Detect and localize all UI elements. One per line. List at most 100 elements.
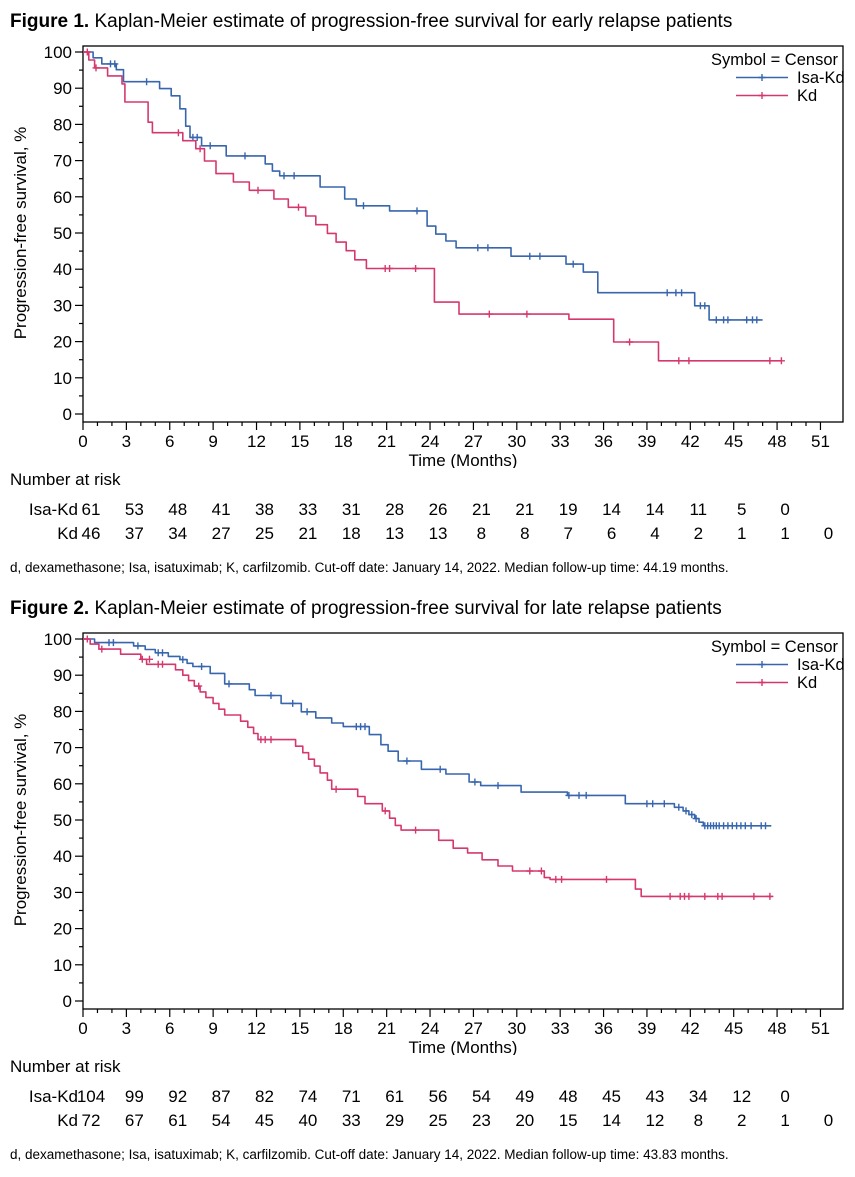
x-tick-label: 21 [377,1019,396,1038]
at-risk-count: 20 [515,1111,534,1130]
plot-box [82,632,844,1010]
at-risk-count: 13 [429,524,448,543]
at-risk-row-label: Isa-Kd [29,500,78,519]
at-risk-count: 99 [125,1087,144,1106]
at-risk-count: 74 [298,1087,317,1106]
y-tick-label: 70 [53,739,72,758]
figure-2-title: Figure 2. Kaplan-Meier estimate of progr… [0,581,855,621]
x-tick-label: 27 [464,432,483,451]
figure-2-block: Figure 2. Kaplan-Meier estimate of progr… [0,581,855,1168]
at-risk-count: 0 [780,500,789,519]
at-risk-count: 8 [694,1111,703,1130]
x-tick-label: 24 [421,432,440,451]
at-risk-count: 53 [125,500,144,519]
x-axis-title: Time (Months) [409,451,518,468]
at-risk-count: 61 [168,1111,187,1130]
at-risk-count: 11 [689,500,707,519]
y-tick-label: 20 [53,920,72,939]
at-risk-count: 25 [429,1111,448,1130]
y-tick-label: 60 [53,775,72,794]
y-tick-label: 0 [63,405,72,424]
at-risk-count: 56 [429,1087,448,1106]
figure-1-footnote: d, dexamethasone; Isa, isatuximab; K, ca… [10,560,729,575]
at-risk-row-label: Kd [57,1111,78,1130]
at-risk-count: 5 [737,500,746,519]
plot-box [82,45,844,423]
series-curve-kd [83,51,782,362]
legend-censor-mark [758,661,766,668]
at-risk-count: 49 [515,1087,534,1106]
y-tick-label: 80 [53,702,72,721]
figure-1-title-text: Kaplan-Meier estimate of progression-fre… [94,11,733,32]
at-risk-row-label: Isa-Kd [29,1087,78,1106]
series-curve-kd [83,638,773,898]
y-tick-label: 90 [53,79,72,98]
x-tick-label: 0 [78,1019,87,1038]
y-tick-label: 50 [53,811,72,830]
at-risk-count: 61 [82,500,101,519]
at-risk-count: 21 [298,524,317,543]
figure-1-block: Figure 1. Kaplan-Meier estimate of progr… [0,0,855,581]
at-risk-count: 38 [255,500,274,519]
x-tick-label: 6 [165,432,174,451]
legend-entry-label: Kd [797,87,817,105]
y-tick-label: 60 [53,188,72,207]
at-risk-row-kd: Kd 46 37 34 27 25 21 18 13 13 8 8 7 6 4 2 1 1 0 [57,524,833,543]
legend-entry-label: Isa-Kd [797,656,845,674]
at-risk-count: 29 [385,1111,404,1130]
censor-marks-kd [83,48,785,365]
x-tick-label: 6 [165,1019,174,1038]
at-risk-count: 34 [168,524,187,543]
figure-2-title-label: Figure 2. [10,598,90,619]
at-risk-count: 54 [212,1111,231,1130]
at-risk-count: 0 [824,524,833,543]
y-tick-label: 30 [53,296,72,315]
at-risk-count: 8 [477,524,486,543]
figure-1-title-label: Figure 1. [10,11,90,32]
x-tick-label: 18 [334,1019,353,1038]
x-tick-label: 48 [768,1019,787,1038]
legend-censor-mark [758,92,766,99]
x-tick-label: 18 [334,432,353,451]
at-risk-count: 45 [602,1087,621,1106]
y-tick-label: 40 [53,847,72,866]
x-tick-label: 51 [811,1019,830,1038]
at-risk-count: 87 [212,1087,231,1106]
at-risk-row-kd: Kd 72 67 61 54 45 40 33 29 25 23 20 15 14 12 8 2 1 0 [57,1111,833,1130]
x-tick-label: 33 [551,432,570,451]
at-risk-count: 21 [515,500,534,519]
y-axis-title: Progression-free survival, % [11,714,30,927]
number-at-risk-heading: Number at risk [10,1057,121,1076]
censor-marks-kd [83,635,774,900]
at-risk-count: 34 [689,1087,708,1106]
y-tick-label: 70 [53,152,72,171]
legend-entry-label: Kd [797,674,817,692]
at-risk-count: 7 [563,524,572,543]
x-tick-label: 36 [594,1019,613,1038]
y-axis: 0 10 20 30 40 50 60 70 80 90 100 [44,630,83,1011]
figure-2-title-text: Kaplan-Meier estimate of progression-fre… [94,598,722,619]
x-tick-label: 12 [247,432,266,451]
x-axis: 0 3 6 9 12 15 18 21 24 27 30 33 36 39 42 45 48 51 [78,422,830,451]
at-risk-count: 14 [645,500,664,519]
at-risk-count: 71 [342,1087,361,1106]
legend-title: Symbol = Censor [711,51,839,69]
at-risk-count: 23 [472,1111,491,1130]
at-risk-count: 15 [559,1111,578,1130]
x-axis-title: Time (Months) [409,1038,518,1055]
at-risk-count: 0 [824,1111,833,1130]
at-risk-count: 82 [255,1087,274,1106]
at-risk-count: 14 [602,500,621,519]
y-tick-label: 20 [53,333,72,352]
x-tick-label: 9 [208,432,217,451]
at-risk-count: 72 [82,1111,101,1130]
x-tick-label: 3 [122,432,131,451]
y-axis-title: Progression-free survival, % [11,127,30,340]
x-tick-label: 45 [724,1019,743,1038]
x-tick-label: 36 [594,432,613,451]
